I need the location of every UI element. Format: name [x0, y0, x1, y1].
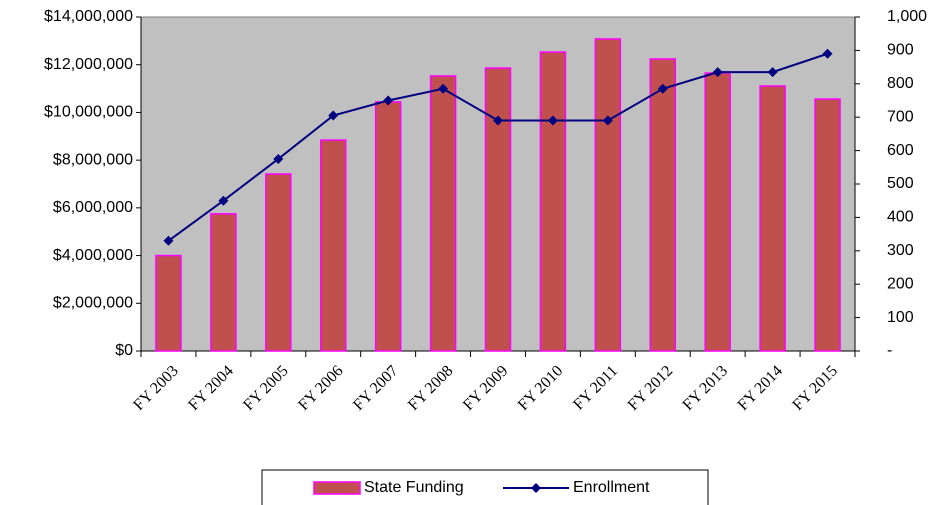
x-tick-label: FY 2008	[405, 362, 457, 414]
x-tick-label: FY 2009	[460, 362, 512, 414]
x-tick-label: FY 2010	[515, 362, 567, 414]
y2-tick-label: 700	[887, 108, 914, 125]
y-tick-label: $10,000,000	[44, 104, 133, 121]
marker	[163, 235, 174, 246]
marker	[547, 115, 558, 126]
legend-label: State Funding	[364, 479, 464, 496]
marker	[273, 153, 284, 164]
y-tick-label: $0	[115, 342, 133, 359]
x-tick-label: FY 2005	[240, 362, 292, 414]
bar	[704, 72, 731, 352]
y-tick-label: $8,000,000	[53, 151, 133, 168]
y2-tick-label: 1,000	[887, 8, 927, 25]
bar	[594, 38, 622, 352]
y-tick-label: $14,000,000	[44, 8, 133, 25]
marker	[328, 110, 339, 121]
y2-tick-label: -	[887, 342, 892, 359]
x-tick-label: FY 2006	[295, 362, 347, 414]
legend-marker	[531, 483, 541, 493]
bar	[484, 67, 512, 352]
x-tick-label: FY 2012	[625, 362, 677, 414]
x-tick-label: FY 2011	[570, 362, 621, 413]
bar	[429, 75, 457, 352]
marker	[822, 48, 833, 59]
y2-tick-label: 800	[887, 75, 914, 92]
x-tick-label: FY 2007	[350, 362, 402, 414]
bar	[155, 254, 182, 352]
x-tick-label: FY 2013	[680, 362, 732, 414]
marker	[712, 67, 723, 78]
bar	[374, 101, 402, 352]
marker	[438, 83, 449, 94]
marker	[218, 195, 229, 206]
bar	[814, 98, 841, 352]
legend-swatch	[313, 481, 361, 495]
marker	[493, 115, 503, 126]
y2-tick-label: 600	[887, 142, 914, 159]
bar	[759, 85, 786, 352]
y2-tick-label: 400	[887, 209, 914, 226]
x-tick-label: FY 2014	[735, 362, 787, 414]
marker	[602, 115, 613, 126]
y2-tick-label: 100	[887, 309, 914, 326]
bar	[539, 51, 567, 352]
y-tick-label: $12,000,000	[44, 56, 133, 73]
x-tick-label: FY 2003	[130, 362, 182, 414]
y2-tick-label: 200	[887, 275, 914, 292]
marker	[657, 83, 668, 94]
bar	[649, 58, 677, 352]
bar	[319, 139, 347, 352]
y2-tick-label: 500	[887, 175, 914, 192]
y2-tick-label: 900	[887, 42, 914, 59]
y-tick-label: $6,000,000	[53, 199, 133, 216]
legend-label: Enrollment	[573, 479, 650, 496]
marker	[383, 95, 394, 106]
x-tick-label: FY 2004	[185, 362, 237, 414]
bar	[210, 213, 237, 352]
bar	[265, 173, 292, 352]
y2-tick-label: 300	[887, 242, 914, 259]
marker	[767, 67, 778, 78]
x-tick-label: FY 2015	[789, 362, 841, 414]
y-tick-label: $4,000,000	[53, 247, 133, 264]
y-tick-label: $2,000,000	[53, 295, 133, 312]
